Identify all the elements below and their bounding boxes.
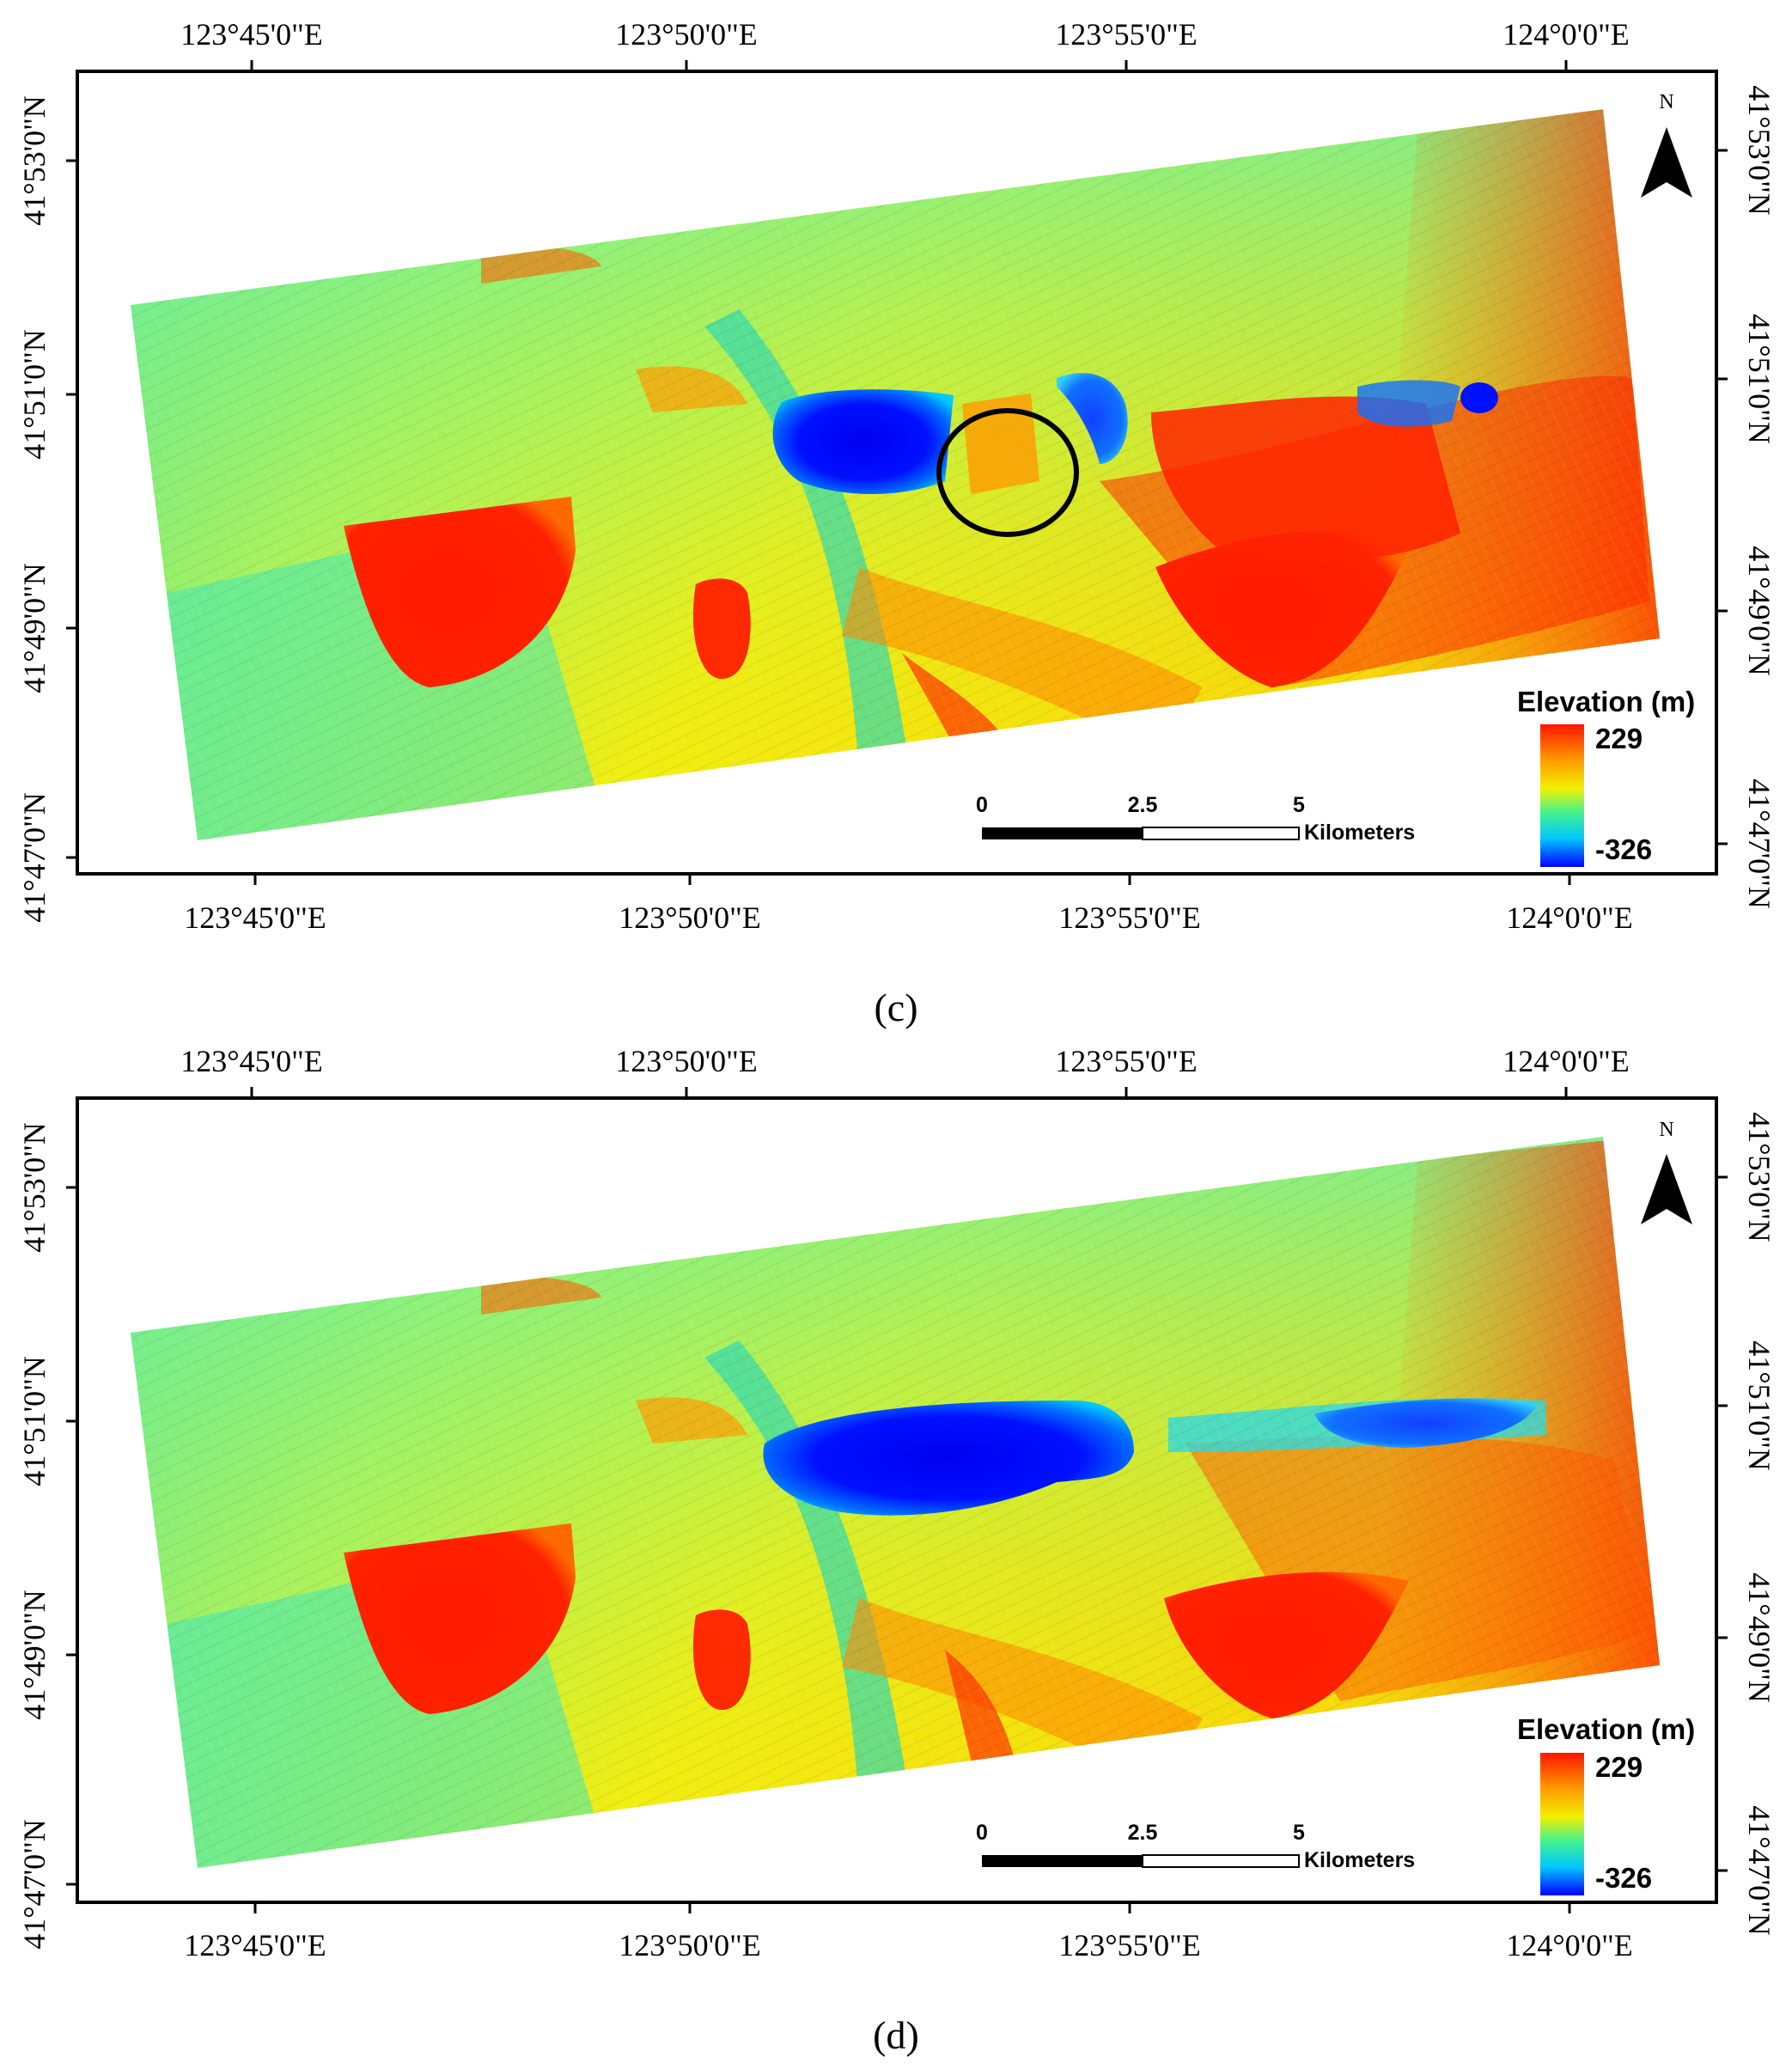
mine-pit-east (1057, 373, 1128, 464)
dump-west (344, 1523, 576, 1714)
dump-south (1155, 531, 1409, 687)
left-lat-label: 41°49'0"N (17, 1590, 52, 1720)
top-lon-label: 123°55'0"E (1055, 1044, 1198, 1078)
scale-unit: Kilometers (1304, 1848, 1415, 1872)
left-lat-label: 41°51'0"N (17, 1356, 52, 1486)
scale-tick-0: 0 (976, 1821, 988, 1845)
legend-max: 229 (1595, 1751, 1643, 1783)
bottom-lon-ticks (253, 1902, 1571, 1913)
scale-tick-2: 5 (1293, 1821, 1305, 1845)
left-lat-label: 41°51'0"N (17, 329, 52, 460)
left-lat-label: 41°53'0"N (17, 95, 52, 226)
right-lat-label: 41°53'0"N (1742, 85, 1777, 216)
mine-pit-step (962, 394, 1039, 494)
right-lat-label: 41°49'0"N (1742, 1572, 1777, 1703)
top-lon-ticks (250, 60, 1568, 71)
dump-east (1151, 396, 1460, 562)
dem-strip (131, 1137, 1660, 1868)
bottom-lon-ticks (253, 874, 1571, 885)
north-arrow-icon (1641, 1154, 1692, 1224)
scale-bar: 0 2.5 5 Kilometers (976, 793, 1415, 845)
right-lat-label: 41°47'0"N (1742, 1805, 1777, 1936)
bottom-lon-label: 123°55'0"E (1058, 1928, 1201, 1962)
bottom-lon-label: 123°50'0"E (619, 900, 761, 935)
scale-tick-0: 0 (976, 793, 988, 817)
top-lon-label: 123°45'0"E (180, 1044, 323, 1078)
scale-tick-1: 2.5 (1128, 793, 1158, 817)
north-label: N (1659, 91, 1673, 113)
bottom-lon-label: 123°45'0"E (184, 900, 326, 935)
mine-pit-northeast (1357, 380, 1460, 427)
bottom-lon-label: 124°0'0"E (1506, 1928, 1633, 1962)
right-lat-label: 41°53'0"N (1742, 1112, 1777, 1242)
map-frame (76, 1096, 1718, 1904)
legend: Elevation (m) 229 -326 (1517, 686, 1695, 867)
north-label: N (1659, 1119, 1673, 1141)
right-lat-label: 41°47'0"N (1742, 778, 1777, 909)
legend: Elevation (m) 229 -326 (1517, 1713, 1695, 1895)
left-lat-ticks (66, 159, 77, 859)
highlight-circle (936, 408, 1079, 537)
dump-small (692, 1609, 751, 1710)
panel-c: N Elevation (m) 229 -326 0 2.5 5 Kilomet… (17, 17, 1777, 1029)
top-lon-label: 123°45'0"E (180, 17, 323, 52)
bottom-lon-label: 123°55'0"E (1058, 900, 1201, 935)
left-lat-label: 41°47'0"N (17, 1819, 52, 1950)
dump-west (344, 497, 576, 687)
legend-title: Elevation (m) (1517, 686, 1695, 717)
north-arrow: N (1641, 91, 1692, 198)
top-lon-label: 123°50'0"E (615, 17, 758, 52)
mine-pit-far-east (1460, 382, 1498, 413)
mine-pit-east (1314, 1398, 1538, 1448)
bottom-lon-label: 123°50'0"E (619, 1928, 761, 1962)
north-arrow-icon (1641, 127, 1692, 198)
top-lon-label: 124°0'0"E (1502, 1044, 1630, 1078)
mine-pit (772, 389, 954, 494)
right-lat-label: 41°51'0"N (1742, 314, 1777, 444)
right-lat-label: 41°49'0"N (1742, 546, 1777, 676)
legend-min: -326 (1595, 833, 1652, 865)
legend-color-ramp (1540, 724, 1584, 867)
bottom-lon-label: 124°0'0"E (1506, 900, 1633, 935)
panel-d: N Elevation (m) 229 -326 0 2.5 5 Kilomet… (17, 1044, 1777, 2057)
dem-strip (131, 109, 1660, 840)
panel-caption: (c) (874, 986, 917, 1029)
right-lat-label: 41°51'0"N (1742, 1340, 1777, 1471)
bottom-lon-label: 123°45'0"E (184, 1928, 326, 1962)
mine-pit (763, 1401, 1134, 1516)
dump-small (692, 578, 751, 679)
right-lat-ticks (1716, 149, 1728, 845)
top-lon-label: 124°0'0"E (1502, 17, 1630, 52)
map-frame (76, 70, 1718, 876)
panel-caption: (d) (873, 2013, 919, 2057)
dump-south (1164, 1572, 1409, 1718)
left-lat-label: 41°49'0"N (17, 563, 52, 693)
scale-tick-1: 2.5 (1128, 1821, 1158, 1845)
right-lat-ticks (1716, 1175, 1728, 1872)
north-arrow: N (1641, 1119, 1692, 1224)
left-lat-label: 41°53'0"N (17, 1122, 52, 1253)
top-lon-label: 123°55'0"E (1055, 17, 1198, 52)
top-lon-ticks (250, 1087, 1568, 1098)
scale-unit: Kilometers (1304, 821, 1415, 845)
legend-min: -326 (1595, 1862, 1652, 1894)
scale-tick-2: 5 (1293, 793, 1305, 817)
top-lon-label: 123°50'0"E (615, 1044, 758, 1078)
scale-bar: 0 2.5 5 Kilometers (976, 1821, 1415, 1872)
legend-title: Elevation (m) (1517, 1713, 1695, 1745)
legend-max: 229 (1595, 723, 1643, 754)
left-lat-ticks (66, 1186, 77, 1886)
left-lat-label: 41°47'0"N (17, 792, 52, 923)
legend-color-ramp (1540, 1753, 1584, 1895)
